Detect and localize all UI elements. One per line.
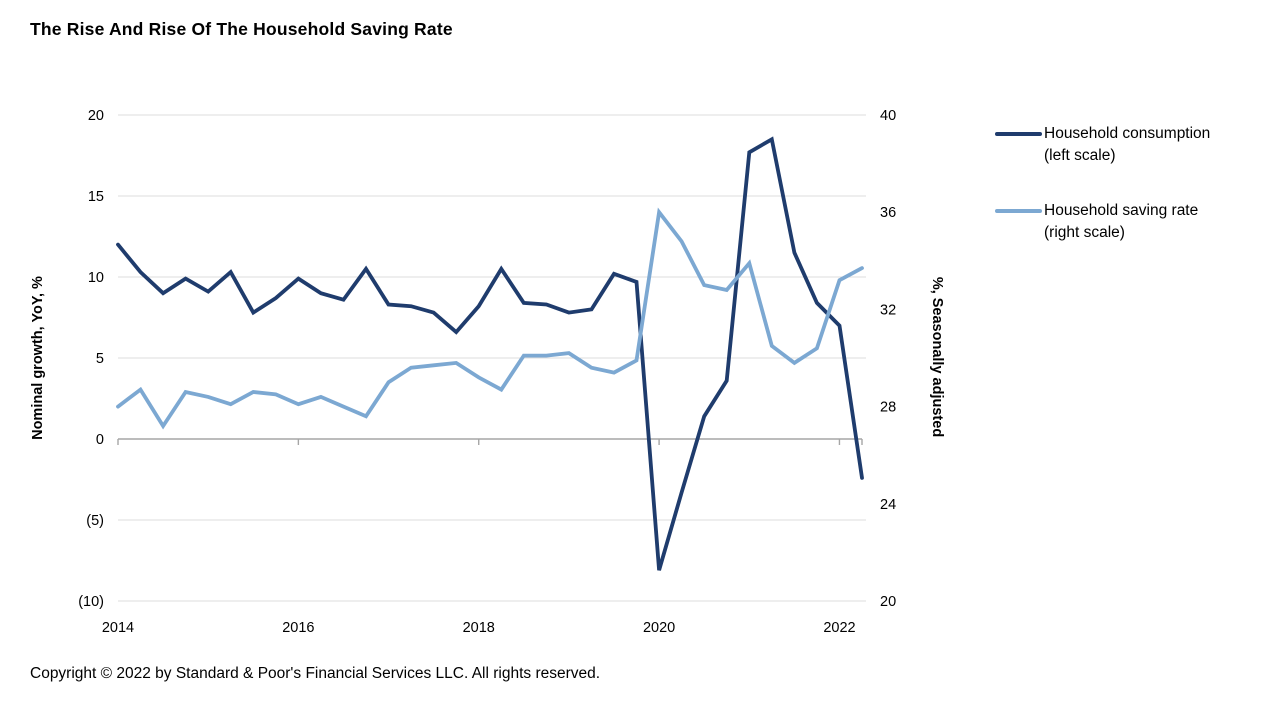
saving-rate-line-swatch <box>995 209 1042 213</box>
legend-label: Household consumption <box>1044 125 1211 142</box>
y-axis-label-right: 24 <box>880 497 896 513</box>
x-axis-label: 2018 <box>463 620 495 636</box>
y-axis-label-right: 28 <box>880 400 896 416</box>
y-axis-label-left: (10) <box>78 594 104 610</box>
x-axis-label: 2022 <box>823 620 855 636</box>
consumption-line-swatch <box>995 132 1042 136</box>
y-axis-label-left: 0 <box>96 432 104 448</box>
right-axis-title: %, Seasonally adjusted <box>929 276 945 438</box>
household-consumption-line <box>116 136 864 571</box>
y-axis-label-right: 36 <box>880 205 896 221</box>
left-axis-title: Nominal growth, YoY, % <box>30 276 46 440</box>
y-axis-label-right: 40 <box>880 108 896 124</box>
y-axis-label-right: 20 <box>880 594 896 610</box>
y-axis-label-left: 5 <box>96 351 104 367</box>
x-axis-label: 2016 <box>282 620 314 636</box>
legend-item-consumption: Household consumption (left scale) <box>995 123 1210 167</box>
y-axis-label-left: 10 <box>88 270 104 286</box>
legend-sublabel: (right scale) <box>1044 224 1125 241</box>
x-axis-label: 2020 <box>643 620 675 636</box>
y-axis-label-left: 15 <box>88 189 104 205</box>
y-axis-label-right: 32 <box>880 302 896 318</box>
household-saving-rate-line <box>116 207 864 430</box>
y-axis-label-left: (5) <box>86 513 104 529</box>
x-axis-label: 2014 <box>102 620 134 636</box>
copyright-text: Copyright © 2022 by Standard & Poor's Fi… <box>30 665 601 682</box>
legend-label: Household saving rate <box>1044 202 1199 219</box>
legend-item-saving-rate: Household saving rate (right scale) <box>995 200 1210 244</box>
legend: Household consumption (left scale) House… <box>995 123 1210 277</box>
legend-sublabel: (left scale) <box>1044 147 1116 164</box>
y-axis-label-left: 20 <box>88 108 104 124</box>
chart-title: The Rise And Rise Of The Household Savin… <box>30 19 453 39</box>
